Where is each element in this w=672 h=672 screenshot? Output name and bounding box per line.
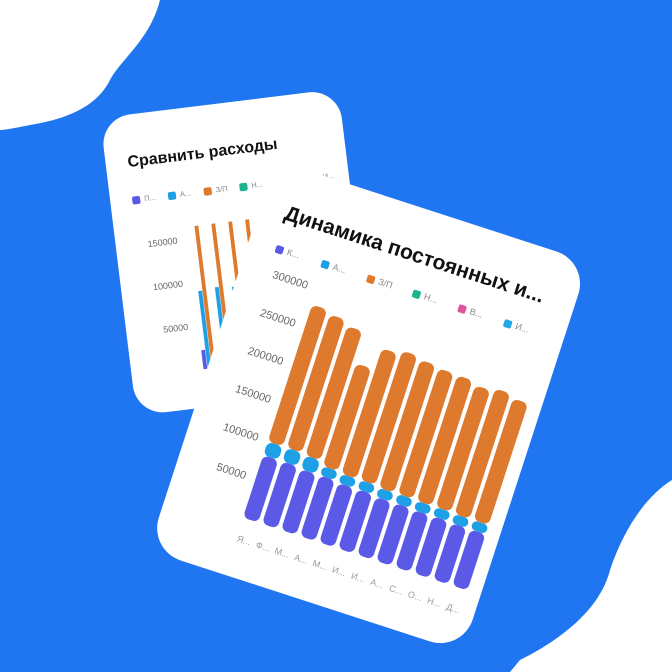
x-tick-label: А... <box>369 577 385 591</box>
bar-segment <box>437 386 489 511</box>
legend-label: Н... <box>423 291 439 305</box>
bar-segment <box>320 484 352 546</box>
x-tick-label: А... <box>293 552 309 566</box>
x-tick-label: С... <box>388 583 404 597</box>
legend-label: Н... <box>251 180 264 190</box>
bar-segment <box>414 502 431 514</box>
tick-mark <box>249 477 252 479</box>
x-tick-label: Д... <box>445 602 461 616</box>
bar-segment <box>361 352 416 484</box>
bar-segment <box>474 399 527 524</box>
bar-segment <box>396 495 412 507</box>
bar-segment <box>380 361 434 492</box>
bar-segment <box>244 456 277 521</box>
legend-label: И... <box>514 321 530 335</box>
bar <box>194 225 216 369</box>
blob <box>510 480 672 672</box>
legend-label: К... <box>286 247 301 260</box>
bar <box>198 290 212 369</box>
legend-label: П... <box>144 193 157 203</box>
bar-segment <box>283 449 301 465</box>
legend-label: З/П <box>215 184 228 194</box>
bar-segment <box>339 490 371 552</box>
legend-label: А... <box>331 262 347 276</box>
bar-segment <box>306 327 361 459</box>
legend-swatch <box>503 319 513 329</box>
y-tick-label: 150000 <box>147 236 178 250</box>
legend-swatch <box>411 289 421 299</box>
bar-segment <box>269 306 326 445</box>
x-tick-label: И... <box>331 564 347 578</box>
bar-segment <box>302 456 319 473</box>
tick-mark <box>261 439 265 441</box>
bar-segment <box>377 488 393 501</box>
bar-segment <box>358 481 375 493</box>
y-tick-label: 100000 <box>152 279 183 293</box>
legend-swatch <box>203 187 212 196</box>
legend-swatch <box>366 274 376 284</box>
legend-swatch <box>320 260 330 270</box>
x-tick-label: О... <box>407 589 424 603</box>
bar-segment <box>263 462 296 528</box>
legend-swatch <box>167 191 177 201</box>
bar-segment <box>358 498 390 559</box>
bar-segment <box>342 349 396 478</box>
legend-swatch <box>239 182 248 192</box>
x-tick-label: И... <box>350 571 366 585</box>
x-tick-label: Н... <box>426 595 442 609</box>
bar-segment <box>455 389 509 518</box>
bar-segment <box>471 521 488 533</box>
bar <box>201 349 208 370</box>
bar-segment <box>418 376 472 505</box>
legend-swatch <box>457 304 467 314</box>
bar-segment <box>452 515 469 527</box>
bar-segment <box>433 508 450 520</box>
bar-segment <box>377 504 409 565</box>
bar-segment <box>396 511 428 571</box>
blob <box>0 0 160 130</box>
bar-segment <box>415 517 447 577</box>
legend-label: З/П <box>377 277 394 291</box>
legend-swatch <box>274 245 284 255</box>
bar-segment <box>324 364 370 470</box>
legend-swatch <box>132 195 141 205</box>
y-tick-label: 50000 <box>163 322 189 335</box>
legend-label: И... <box>322 171 335 181</box>
bar-segment <box>339 475 356 487</box>
bar-segment <box>288 316 344 452</box>
bar-segment <box>434 524 466 583</box>
bar-segment <box>399 369 453 498</box>
legend-label: А... <box>179 188 191 198</box>
x-tick-label: М... <box>311 558 328 572</box>
x-tick-label: Ф... <box>255 540 272 554</box>
tick-mark <box>298 325 302 327</box>
tick-mark <box>274 401 277 403</box>
bar-segment <box>321 467 337 479</box>
x-tick-label: М... <box>273 546 290 560</box>
tick-mark <box>311 287 314 289</box>
legend-label: В... <box>468 306 484 320</box>
tick-mark <box>286 363 289 365</box>
bar-segment <box>264 443 282 459</box>
bar-segment <box>301 476 334 540</box>
x-tick-label: Я... <box>236 533 252 547</box>
bar-segment <box>453 530 485 589</box>
bar-segment <box>282 470 315 534</box>
card: Динамика постоянных и...К...А...З/ПН...В… <box>157 168 581 644</box>
